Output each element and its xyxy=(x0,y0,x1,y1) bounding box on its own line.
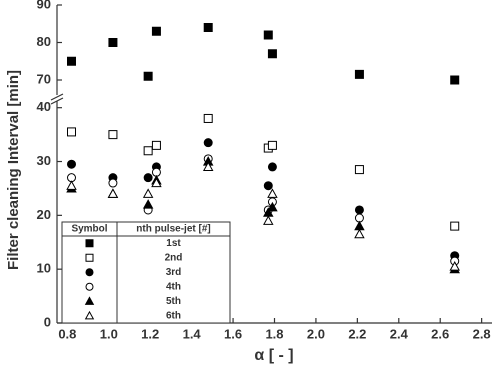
point xyxy=(143,173,153,183)
legend-label: 4th xyxy=(166,281,181,292)
x-tick-label: 1.4 xyxy=(183,326,202,341)
legend-label: 2nd xyxy=(165,252,183,263)
y-axis-label: Filter cleaning Interval [min] xyxy=(5,70,22,270)
point xyxy=(202,161,214,172)
legend-header: nth pulse-jet [#] xyxy=(136,224,210,235)
axis-break xyxy=(50,93,64,101)
point xyxy=(267,162,277,172)
y-tick-label: 70 xyxy=(37,71,51,86)
legend-symbol xyxy=(84,310,95,320)
legend-header: Symbol xyxy=(71,224,107,235)
axis-break xyxy=(50,97,64,105)
point xyxy=(263,30,273,40)
point xyxy=(142,188,154,198)
point xyxy=(203,113,213,123)
point xyxy=(267,201,278,212)
point xyxy=(263,215,274,225)
point xyxy=(450,75,460,85)
point xyxy=(67,56,76,66)
y-tick-label: 10 xyxy=(37,261,51,276)
x-tick-label: 0.8 xyxy=(58,326,76,341)
y-tick-label: 90 xyxy=(37,0,51,11)
y-tick-label: 30 xyxy=(37,153,51,168)
point xyxy=(107,188,119,198)
legend-label: 3rd xyxy=(166,267,182,278)
x-tick-label: 2.0 xyxy=(307,326,325,341)
point xyxy=(151,177,162,188)
point xyxy=(67,127,76,137)
point xyxy=(450,221,460,231)
x-tick-label: 1.2 xyxy=(141,326,159,341)
legend-label: 1st xyxy=(166,238,181,249)
x-axis-label: α [ - ] xyxy=(254,347,293,364)
x-tick-label: 2.4 xyxy=(390,326,409,341)
x-tick-label: 1.0 xyxy=(100,326,118,341)
point xyxy=(66,180,77,190)
y-tick-label: 0 xyxy=(44,314,51,329)
point xyxy=(203,23,213,32)
legend-symbol xyxy=(85,282,94,291)
point xyxy=(143,146,153,156)
x-tick-label: 1.6 xyxy=(224,326,242,341)
point xyxy=(267,188,278,198)
x-tick-label: 2.8 xyxy=(473,326,491,341)
point xyxy=(143,71,153,81)
point xyxy=(108,178,118,188)
point xyxy=(108,130,118,140)
point xyxy=(151,140,161,150)
x-tick-label: 2.6 xyxy=(431,326,449,341)
point xyxy=(354,228,365,239)
y-tick-label: 20 xyxy=(37,207,51,222)
y-tick-label: 80 xyxy=(37,34,51,49)
legend-symbol xyxy=(84,296,95,305)
point xyxy=(267,49,277,59)
point xyxy=(354,69,364,79)
legend-symbol xyxy=(85,268,94,277)
point xyxy=(142,199,154,209)
point xyxy=(203,138,213,148)
legend-symbol xyxy=(85,253,94,262)
x-tick-label: 1.8 xyxy=(265,326,283,341)
point xyxy=(354,220,365,231)
y-tick-label: 40 xyxy=(37,99,51,114)
point xyxy=(354,165,364,175)
point xyxy=(108,38,118,47)
legend-symbol xyxy=(85,239,94,248)
point xyxy=(263,181,273,191)
x-tick-label: 2.2 xyxy=(348,326,366,341)
point xyxy=(449,261,460,271)
point xyxy=(354,205,364,215)
legend-label: 6th xyxy=(166,310,181,321)
legend-label: 5th xyxy=(166,296,181,307)
point xyxy=(267,140,277,150)
point xyxy=(67,159,76,169)
point xyxy=(151,26,161,36)
